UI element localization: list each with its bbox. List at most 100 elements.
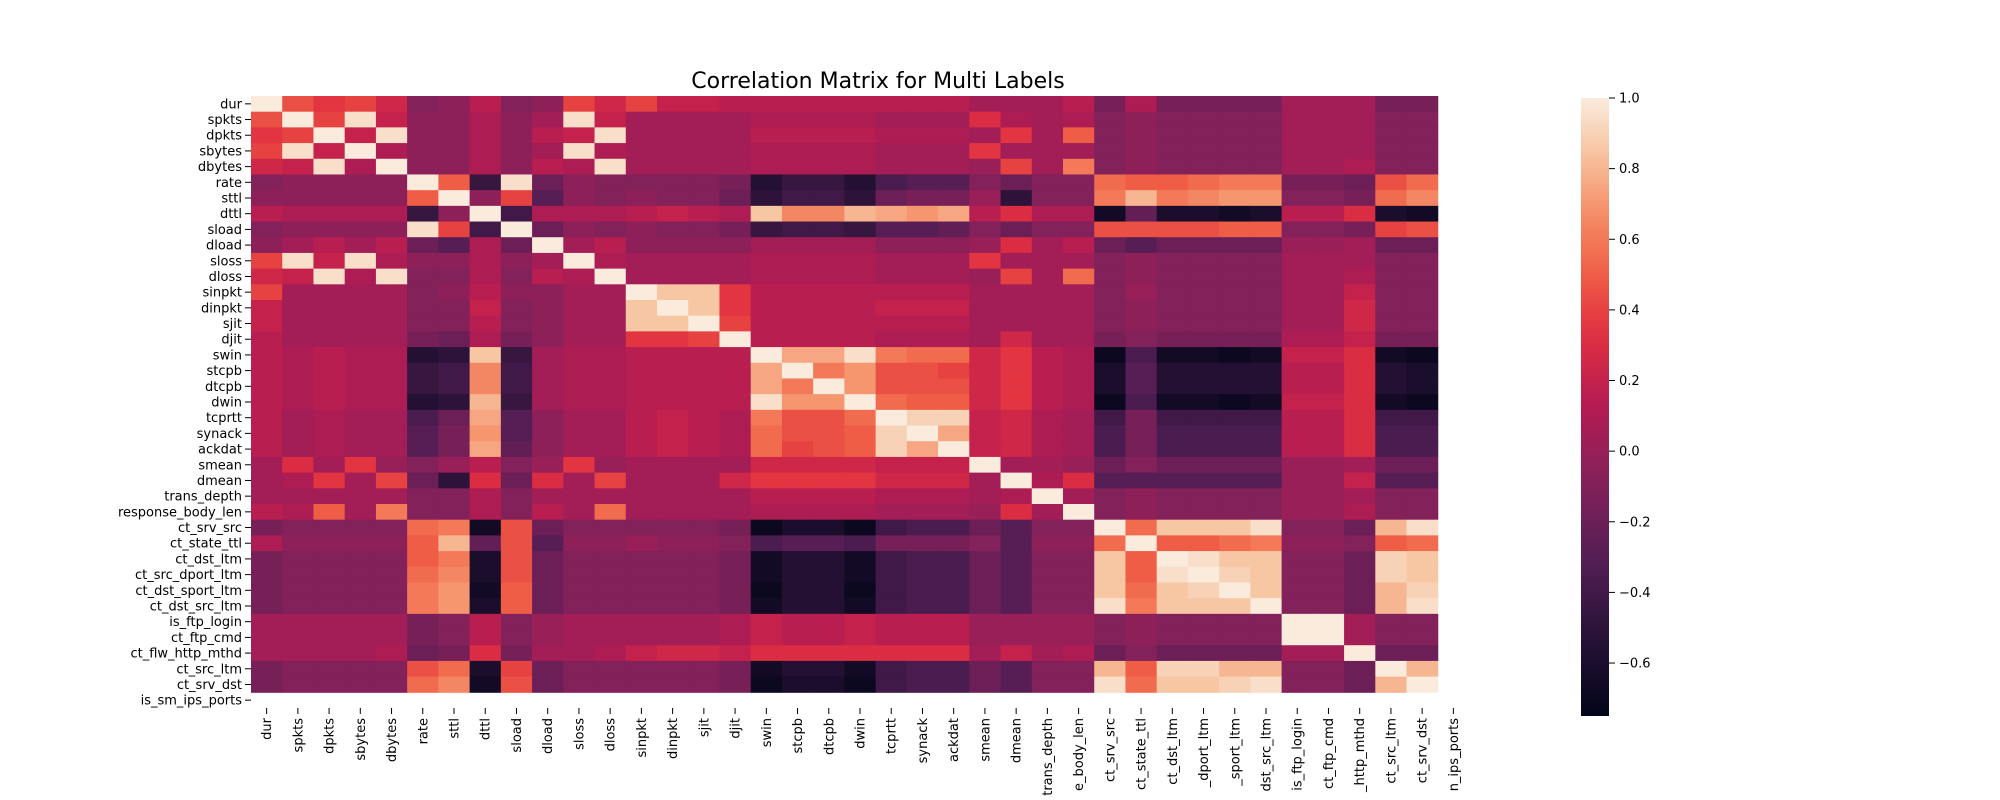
heatmap-cell [313,252,346,270]
heatmap-cell [1250,456,1283,474]
heatmap-cell [844,472,877,489]
heatmap-cell [563,629,596,646]
heatmap-cell [1375,237,1408,254]
heatmap-cell [875,362,908,379]
heatmap-cell [1406,127,1439,144]
heatmap-cell [407,300,439,317]
heatmap-cell [688,300,720,317]
heatmap-cell [688,598,720,615]
heatmap-cell [1281,190,1314,207]
heatmap-cell [1375,425,1408,442]
heatmap-cell [1219,378,1251,395]
heatmap-cell [688,111,720,128]
heatmap-cell [688,284,720,301]
x-tick-label: trans_depth [1041,718,1056,796]
heatmap-cell [1187,582,1220,599]
heatmap-cell [657,205,689,223]
heatmap-cell [844,331,877,348]
heatmap-cell [938,96,970,113]
heatmap-cell [625,645,658,662]
heatmap-cell [313,504,346,521]
heatmap-cell [750,221,783,238]
heatmap-cell [344,315,377,332]
heatmap-cell [625,143,658,160]
heatmap-cell [407,660,439,678]
heatmap-cell [781,660,814,678]
heatmap-cell [688,456,720,474]
heatmap-cell [781,347,814,364]
heatmap-cell [1031,111,1064,128]
heatmap-cell [844,111,877,128]
heatmap-cell [313,629,346,646]
heatmap-cell [407,143,439,160]
heatmap-cell [1000,488,1033,505]
heatmap-cell [282,221,314,238]
heatmap-cell [719,378,752,395]
heatmap-cell [750,96,783,113]
heatmap-cell [251,315,283,332]
heatmap-cell [1312,331,1345,348]
heatmap-cell [1000,676,1033,693]
heatmap-cell [500,268,533,285]
heatmap-cell [407,629,439,646]
heatmap-cell [1375,504,1408,521]
heatmap-cell [875,456,908,474]
heatmap-cell [1344,362,1376,379]
heatmap-cell [469,143,502,160]
heatmap-cell [282,111,314,128]
heatmap-cell [1031,331,1064,348]
heatmap-cell [1219,205,1251,223]
heatmap-cell [844,504,877,521]
heatmap-cell [875,409,908,427]
heatmap-cell [375,535,408,552]
heatmap-cell [938,441,970,458]
heatmap-cell [688,174,720,191]
heatmap-cell [1063,158,1095,175]
heatmap-cell [1000,551,1033,568]
heatmap-cell [1375,441,1408,458]
heatmap-cell [906,504,939,521]
heatmap-cell [1344,111,1376,128]
heatmap-cell [282,676,314,693]
heatmap-cell [625,331,658,348]
heatmap-cell [375,284,408,301]
heatmap-cell [844,409,877,427]
heatmap-cell [1344,488,1376,505]
heatmap-cell [938,598,970,615]
heatmap-cell [657,362,689,379]
heatmap-cell [282,535,314,552]
heatmap-cell [407,158,439,175]
heatmap-cell [750,629,783,646]
heatmap-cell [969,582,1002,599]
heatmap-cell [657,190,689,207]
heatmap-cell [875,551,908,568]
heatmap-cell [375,425,408,442]
heatmap-cell [1312,378,1345,395]
heatmap-cell [594,645,627,662]
heatmap-cell [1125,347,1158,364]
heatmap-cell [1187,158,1220,175]
heatmap-cell [1281,300,1314,317]
heatmap-cell [1250,613,1283,631]
heatmap-cell [875,582,908,599]
heatmap-cell [251,347,283,364]
heatmap-cell [625,566,658,583]
heatmap-cell [563,127,596,144]
heatmap-cell [1125,268,1158,285]
heatmap-cell [1219,96,1251,113]
heatmap-cell [282,582,314,599]
heatmap-cell [938,362,970,379]
heatmap-cell [282,456,314,474]
heatmap-cell [1250,472,1283,489]
heatmap-cell [500,378,533,395]
heatmap-cell [1375,331,1408,348]
heatmap-cell [594,456,627,474]
heatmap-cell [375,96,408,113]
heatmap-cell [1312,127,1345,144]
heatmap-cell [1406,409,1439,427]
heatmap-cell [375,347,408,364]
x-tick-label: e_body_len [1072,718,1087,791]
heatmap-cell [1281,472,1314,489]
heatmap-cell [1219,268,1251,285]
heatmap-cell [532,566,564,583]
